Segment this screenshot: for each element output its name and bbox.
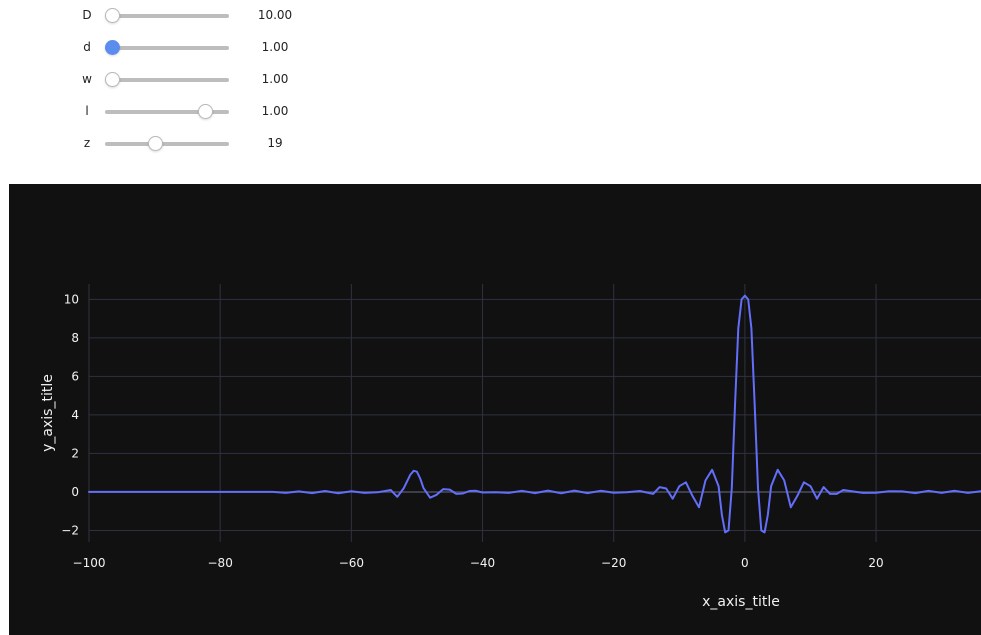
slider-track[interactable] — [105, 110, 229, 114]
slider-handle[interactable] — [105, 8, 120, 23]
x-tick-label: 0 — [741, 556, 749, 570]
slider-value: 10.00 — [257, 8, 293, 22]
slider-label: l — [85, 104, 89, 118]
y-tick-label: 0 — [71, 485, 79, 499]
x-tick-label: −60 — [339, 556, 364, 570]
x-tick-label: 20 — [868, 556, 883, 570]
x-axis-ticks: −100 −80 −60 −40 −20 0 20 — [73, 556, 884, 570]
y-tick-label: 6 — [71, 369, 79, 383]
slider-row-z: z 19 — [0, 128, 400, 160]
slider-row-D: D 10.00 — [0, 0, 400, 32]
series-group — [88, 294, 981, 534]
x-tick-label: −20 — [601, 556, 626, 570]
y-axis-ticks: −2 0 2 4 6 8 10 — [61, 292, 79, 537]
slider-row-w: w 1.00 — [0, 64, 400, 96]
x-tick-label: −100 — [73, 556, 106, 570]
x-axis-title: x_axis_title — [702, 594, 780, 610]
slider-row-l: l 1.00 — [0, 96, 400, 128]
slider-handle[interactable] — [197, 104, 213, 119]
slider-label: d — [83, 40, 91, 54]
slider-track[interactable] — [105, 78, 229, 82]
gridlines — [88, 284, 981, 542]
slider-handle[interactable] — [105, 40, 120, 55]
slider-panel: D 10.00 d 1.00 w 1.00 l 1.00 z 19 — [0, 0, 981, 184]
slider-track[interactable] — [105, 46, 229, 50]
y-tick-label: 8 — [71, 331, 79, 345]
slider-label: D — [82, 8, 92, 22]
slider-handle[interactable] — [105, 72, 120, 87]
slider-handle[interactable] — [147, 136, 163, 151]
slider-track[interactable] — [105, 14, 229, 18]
slider-value: 1.00 — [261, 40, 289, 54]
slider-label: z — [83, 136, 91, 150]
y-tick-label: 4 — [71, 408, 79, 422]
slider-row-d: d 1.00 — [0, 32, 400, 64]
slider-value: 1.00 — [261, 72, 289, 86]
slider-label: w — [82, 72, 92, 86]
series-line-0[interactable] — [88, 294, 981, 534]
slider-value: 1.00 — [261, 104, 289, 118]
y-axis-title: y_axis_title — [40, 374, 56, 452]
slider-value: 19 — [267, 136, 283, 150]
y-tick-label: 2 — [71, 446, 79, 460]
x-tick-label: −80 — [208, 556, 233, 570]
x-tick-label: −40 — [470, 556, 495, 570]
y-tick-label: −2 — [61, 523, 79, 537]
slider-track[interactable] — [105, 142, 229, 146]
y-tick-label: 10 — [64, 292, 79, 306]
plot-area[interactable]: −100 −80 −60 −40 −20 0 20 −2 0 2 4 6 8 10 x_axis_tit… — [9, 184, 981, 635]
